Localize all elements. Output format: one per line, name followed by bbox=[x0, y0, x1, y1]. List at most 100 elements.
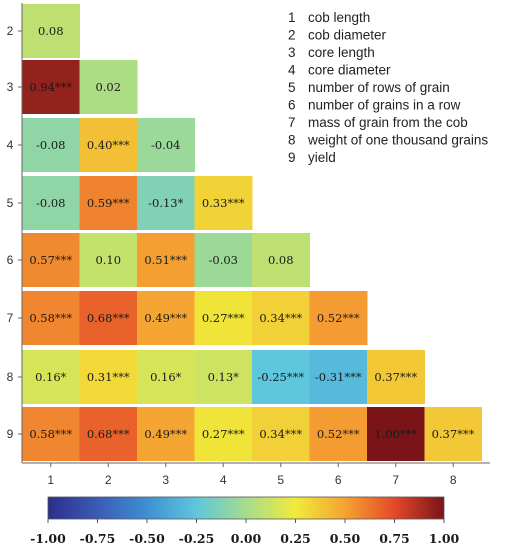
heatmap-cell bbox=[367, 407, 425, 461]
cell-value-label: 0.13* bbox=[208, 370, 240, 384]
legend-number: 6 bbox=[288, 98, 296, 113]
heatmap-cell bbox=[22, 60, 80, 114]
cell-value-label: -0.04 bbox=[151, 138, 181, 152]
cell-value-label: 0.37*** bbox=[432, 427, 475, 441]
cell-value-label: 0.27*** bbox=[202, 427, 245, 441]
y-tick-label: 2 bbox=[7, 24, 14, 38]
cell-value-label: 0.40*** bbox=[87, 138, 130, 152]
heatmap-cell bbox=[137, 176, 195, 230]
y-tick-label: 8 bbox=[7, 370, 14, 384]
heatmap-cell bbox=[22, 407, 80, 461]
legend-label: number of rows of grain bbox=[308, 80, 450, 95]
cell-value-label: 0.27*** bbox=[202, 311, 245, 325]
x-tick-label: 1 bbox=[47, 473, 54, 487]
cell-value-label: -0.03 bbox=[209, 253, 239, 267]
cell-value-label: 0.52*** bbox=[317, 311, 360, 325]
legend-label: core diameter bbox=[308, 63, 391, 78]
heatmap-cell bbox=[194, 407, 253, 461]
legend-number: 3 bbox=[288, 45, 296, 60]
y-tick-label: 6 bbox=[7, 253, 14, 267]
legend-label: cob diameter bbox=[308, 28, 387, 43]
cell-value-label: 0.51*** bbox=[144, 253, 187, 267]
cell-value-label: 0.59*** bbox=[87, 196, 130, 210]
heatmap-cell bbox=[137, 118, 195, 172]
legend-label: cob length bbox=[308, 10, 370, 25]
cell-value-label: 0.10 bbox=[95, 253, 121, 267]
legend-label: core length bbox=[308, 45, 375, 60]
cell-value-label: 0.68*** bbox=[87, 427, 130, 441]
heatmap-cell bbox=[137, 407, 195, 461]
heatmap-cell bbox=[194, 233, 253, 287]
colorbar: -1.00 -0.75 -0.50 -0.25 0.00 0.25 0.50 0.75 1.00 bbox=[30, 496, 460, 546]
cell-value-label: 0.57*** bbox=[29, 253, 72, 267]
heatmap-cell bbox=[367, 350, 425, 404]
y-tick-label: 4 bbox=[7, 138, 14, 152]
cell-value-label: 0.49*** bbox=[144, 311, 187, 325]
y-tick-label: 5 bbox=[7, 196, 14, 210]
heatmap-cell bbox=[137, 350, 195, 404]
heatmap-cell bbox=[79, 233, 138, 287]
legend-number: 2 bbox=[288, 28, 296, 43]
legend-number: 5 bbox=[288, 80, 296, 95]
cell-value-label: 0.94*** bbox=[29, 80, 72, 94]
colorbar-tick-label: -1.00 bbox=[30, 531, 66, 546]
legend-number: 9 bbox=[288, 150, 296, 165]
heatmap-cell bbox=[22, 350, 80, 404]
heatmap-cell bbox=[252, 291, 310, 345]
heatmap-cell bbox=[79, 291, 138, 345]
heatmap-cell bbox=[252, 233, 310, 287]
variable-legend: 1 cob length 2 cob diameter 3 core length 4 cor… bbox=[288, 10, 488, 165]
cell-value-label: 0.16* bbox=[35, 370, 67, 384]
x-tick-label: 5 bbox=[277, 473, 284, 487]
colorbar-tick-label: 1.00 bbox=[429, 531, 460, 546]
heatmap-cell bbox=[194, 350, 253, 404]
axes: 2 3 4 5 6 7 8 9 1 2 3 4 5 6 7 8 bbox=[7, 3, 490, 487]
x-tick-label: 8 bbox=[450, 473, 457, 487]
heatmap-cell bbox=[79, 407, 138, 461]
legend-label: yield bbox=[308, 150, 336, 165]
heatmap-cell bbox=[309, 407, 368, 461]
heatmap-cell bbox=[79, 176, 138, 230]
legend-label: number of grains in a row bbox=[308, 98, 461, 113]
heatmap-cell bbox=[309, 350, 368, 404]
legend-number: 1 bbox=[288, 10, 296, 25]
cell-value-label: 0.52*** bbox=[317, 427, 360, 441]
cell-value-label: 0.31*** bbox=[87, 370, 130, 384]
cell-value-label: 0.08 bbox=[268, 253, 294, 267]
cell-value-label: 0.58*** bbox=[29, 427, 72, 441]
heatmap-cell bbox=[137, 291, 195, 345]
y-tick-label: 9 bbox=[7, 427, 14, 441]
heatmap-cell bbox=[252, 350, 310, 404]
cell-value-label: -0.08 bbox=[36, 196, 66, 210]
heatmap-cell bbox=[194, 176, 253, 230]
y-tick-label: 7 bbox=[7, 311, 14, 325]
legend-label: weight of one thousand grains bbox=[307, 133, 488, 148]
cell-value-label: 0.49*** bbox=[144, 427, 187, 441]
cell-value-label: -0.08 bbox=[36, 138, 66, 152]
heatmap-cell bbox=[79, 118, 138, 172]
x-tick-label: 7 bbox=[392, 473, 399, 487]
colorbar-gradient bbox=[47, 496, 445, 520]
cell-value-label: 0.37*** bbox=[374, 370, 417, 384]
heatmap-cell bbox=[79, 60, 138, 114]
colorbar-tick-label: 0.50 bbox=[330, 531, 361, 546]
heatmap-cell bbox=[22, 291, 80, 345]
cell-value-label: 0.34*** bbox=[259, 311, 302, 325]
cell-value-label: 0.68*** bbox=[87, 311, 130, 325]
legend-label: mass of grain from the cob bbox=[308, 115, 468, 130]
heatmap-cell bbox=[79, 350, 138, 404]
heatmap-cell bbox=[309, 291, 368, 345]
heatmap-cell bbox=[22, 118, 80, 172]
colorbar-tick-label: -0.25 bbox=[179, 531, 215, 546]
cell-value-label: 0.08 bbox=[38, 24, 64, 38]
cell-value-label: -0.13* bbox=[148, 196, 183, 210]
heatmap-cell bbox=[194, 291, 253, 345]
colorbar-tick-label: 0.00 bbox=[231, 531, 262, 546]
heatmap-cell bbox=[22, 176, 80, 230]
colorbar-tick-label: -0.75 bbox=[80, 531, 116, 546]
cell-value-label: 0.02 bbox=[95, 80, 121, 94]
cell-value-label: 0.16* bbox=[150, 370, 182, 384]
heatmap-cell bbox=[22, 4, 80, 58]
heatmap-cells: 0.08 0.94*** 0.02 -0.08 0.40*** -0.04 -0.08 0.5… bbox=[22, 4, 482, 461]
heatmap-cell bbox=[424, 407, 482, 461]
